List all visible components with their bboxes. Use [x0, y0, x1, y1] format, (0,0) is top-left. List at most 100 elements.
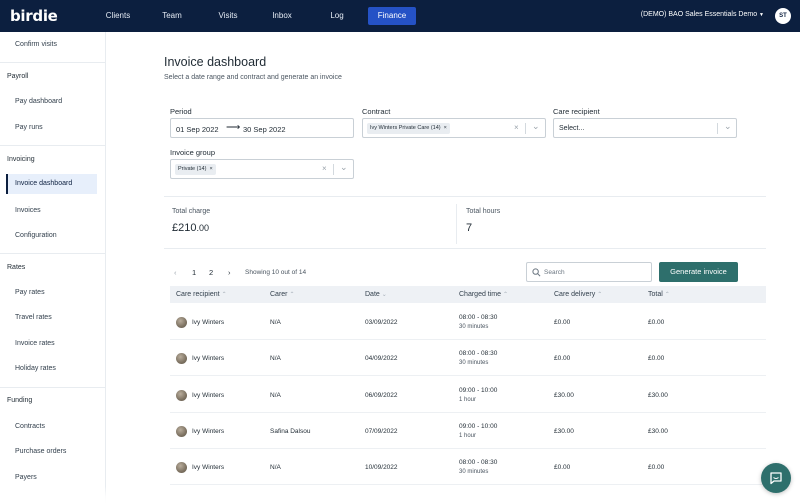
chevron-down-icon[interactable]: ⌄ [532, 121, 540, 131]
sidebar-item-pay-rates[interactable]: Pay rates [15, 289, 45, 296]
cell-time: 09:00 - 10:00 [459, 423, 498, 430]
col-label: Date [365, 291, 380, 298]
invoice-group-chip-label: Private (14) [178, 166, 207, 172]
summary-divider [164, 248, 766, 249]
sidebar-item-pay-runs[interactable]: Pay runs [15, 124, 43, 131]
nav-inbox[interactable]: Inbox [272, 11, 292, 20]
table-row[interactable]: Ivy Winters N/A 10/09/2022 08:00 - 08:30… [170, 449, 766, 485]
contract-select[interactable]: Ivy Winters Private Care (14) × × ⌄ [362, 118, 546, 138]
sidebar-item-configuration[interactable]: Configuration [15, 232, 57, 239]
cell-duration: 30 minutes [459, 469, 489, 475]
table-row[interactable]: Ivy Winters N/A 03/09/2022 08:00 - 08:30… [170, 304, 766, 340]
cell-time: 09:00 - 10:00 [459, 387, 498, 394]
sidebar-item-invoice-dashboard[interactable]: Invoice dashboard [15, 180, 73, 187]
cell-total: £0.00 [648, 355, 665, 362]
cell-recipient: Ivy Winters [192, 464, 225, 471]
sort-icon: ⌄ [381, 292, 387, 298]
care-recipient-label: Care recipient [553, 107, 600, 116]
cell-delivery: £0.00 [554, 319, 571, 326]
user-avatar[interactable]: ST [775, 8, 791, 24]
col-carer[interactable]: Carer ⌃ [270, 291, 295, 298]
nav-team[interactable]: Team [162, 11, 182, 20]
prev-page-icon[interactable]: ‹ [174, 268, 177, 277]
care-recipient-select[interactable]: Select... ⌄ [553, 118, 737, 138]
search-input[interactable]: Search [526, 262, 652, 282]
org-switcher[interactable]: (DEMO) BAO Sales Essentials Demo ▼ [641, 11, 764, 18]
nav-visits[interactable]: Visits [218, 11, 238, 20]
sidebar-item-purchase-orders[interactable]: Purchase orders [15, 448, 67, 455]
clear-icon[interactable]: × [514, 123, 519, 132]
showing-count: Showing 10 out of 14 [245, 269, 307, 276]
org-name: (DEMO) BAO Sales Essentials Demo [640, 11, 758, 18]
period-end: 30 Sep 2022 [243, 125, 286, 134]
cell-delivery: £30.00 [554, 428, 574, 435]
sidebar: Confirm visits Payroll Pay dashboard Pay… [0, 32, 106, 504]
nav-log[interactable]: Log [330, 11, 344, 20]
sidebar-divider [0, 253, 105, 254]
sidebar-item-pay-dashboard[interactable]: Pay dashboard [15, 98, 63, 105]
chevron-down-icon[interactable]: ⌄ [724, 121, 732, 131]
invoice-group-select[interactable]: Private (14) × × ⌄ [170, 159, 354, 179]
sort-icon: ⌃ [664, 292, 670, 298]
table-header: Care recipient ⌃ Carer ⌃ Date ⌄ Charged tim… [170, 286, 766, 303]
col-label: Total [648, 291, 663, 298]
page-2[interactable]: 2 [209, 268, 214, 277]
clear-icon[interactable]: × [322, 164, 327, 173]
cell-date: 03/09/2022 [365, 319, 398, 326]
table-row[interactable]: Ivy Winters Safina Dalsou 07/09/2022 09:… [170, 413, 766, 449]
birdie-logo[interactable]: birdie [10, 7, 58, 25]
sort-icon: ⌃ [503, 292, 509, 298]
total-charge-main: £210 [172, 222, 197, 234]
cell-carer: Safina Dalsou [270, 428, 311, 435]
invoice-group-chip: Private (14) × [175, 164, 216, 175]
nav-finance[interactable]: Finance [368, 7, 416, 25]
cell-duration: 30 minutes [459, 324, 489, 330]
sidebar-item-contracts[interactable]: Contracts [15, 423, 45, 430]
cell-carer: N/A [270, 355, 281, 362]
generate-invoice-button[interactable]: Generate invoice [659, 262, 738, 282]
col-care-recipient[interactable]: Care recipient ⌃ [176, 291, 227, 298]
sidebar-item-confirm-visits[interactable]: Confirm visits [15, 41, 58, 48]
col-date[interactable]: Date ⌄ [365, 291, 387, 298]
sidebar-item-invoice-rates[interactable]: Invoice rates [15, 340, 55, 347]
cell-duration: 30 minutes [459, 360, 489, 366]
invoice-group-label: Invoice group [170, 148, 216, 157]
sidebar-item-holiday-rates[interactable]: Holiday rates [15, 365, 56, 372]
period-picker[interactable]: 01 Sep 2022 ⟶ 30 Sep 2022 [170, 118, 354, 138]
cell-total: £30.00 [648, 428, 668, 435]
col-care-delivery[interactable]: Care delivery ⌃ [554, 291, 602, 298]
cell-duration: 1 hour [459, 397, 477, 403]
page-1[interactable]: 1 [192, 268, 197, 277]
chip-remove-icon[interactable]: × [443, 125, 447, 131]
sidebar-item-invoices[interactable]: Invoices [15, 207, 41, 214]
cell-date: 07/09/2022 [365, 428, 398, 435]
sidebar-item-travel-rates[interactable]: Travel rates [15, 314, 52, 321]
summary-divider [164, 196, 766, 197]
avatar [176, 317, 187, 328]
cell-delivery: £0.00 [554, 355, 571, 362]
contract-chip-label: Ivy Winters Private Care (14) [370, 125, 441, 131]
col-label: Carer [270, 291, 288, 298]
table-row[interactable]: Ivy Winters N/A 04/09/2022 08:00 - 08:30… [170, 340, 766, 376]
sidebar-section-invoicing: Invoicing [7, 156, 35, 163]
nav-clients[interactable]: Clients [105, 11, 131, 20]
table-row[interactable]: Ivy Winters N/A 06/09/2022 09:00 - 10:00… [170, 377, 766, 413]
top-nav: birdie Clients Team Visits Inbox Log Fin… [0, 0, 800, 32]
next-page-icon[interactable]: › [228, 268, 231, 277]
avatar [176, 462, 187, 473]
chevron-down-icon[interactable]: ⌄ [340, 162, 348, 172]
sidebar-item-payers[interactable]: Payers [15, 474, 37, 481]
col-charged-time[interactable]: Charged time ⌃ [459, 291, 508, 298]
chat-button[interactable] [761, 463, 791, 493]
cell-time: 08:00 - 08:30 [459, 459, 498, 466]
col-total[interactable]: Total ⌃ [648, 291, 670, 298]
col-label: Care delivery [554, 291, 596, 298]
select-separator [333, 164, 334, 175]
chip-remove-icon[interactable]: × [209, 166, 213, 172]
cell-carer: N/A [270, 392, 281, 399]
cell-carer: N/A [270, 319, 281, 326]
sidebar-divider [0, 145, 105, 146]
sidebar-divider [0, 62, 105, 63]
col-label: Charged time [459, 291, 502, 298]
period-label: Period [170, 107, 192, 116]
